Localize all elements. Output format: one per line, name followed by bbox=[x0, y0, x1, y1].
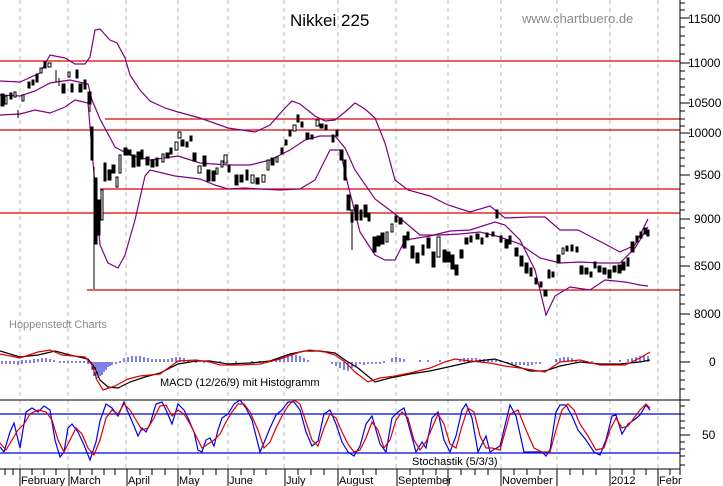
support-resistance-lines bbox=[0, 60, 680, 291]
y-tick-label: 8500 bbox=[694, 259, 721, 273]
month-label: April bbox=[128, 475, 150, 486]
month-label: July bbox=[286, 475, 306, 486]
month-label: November bbox=[502, 475, 553, 486]
y-tick-label: 9500 bbox=[694, 168, 721, 182]
y-tick-label: 11000 bbox=[688, 56, 721, 70]
candlesticks bbox=[0, 61, 650, 297]
y-tick-label: 50 bbox=[702, 428, 716, 442]
month-label: February bbox=[21, 475, 66, 486]
month-label: September bbox=[398, 475, 452, 486]
y-tick-label: 9000 bbox=[694, 212, 721, 226]
upper-band bbox=[0, 28, 649, 253]
macd-label: MACD (12/26/9) mit Histogramm bbox=[160, 377, 320, 389]
month-label: June bbox=[229, 475, 253, 486]
y-tick-label: 10000 bbox=[688, 126, 722, 140]
stoch-d bbox=[0, 399, 651, 457]
y-tick-label: 10500 bbox=[688, 96, 722, 110]
macd-histogram bbox=[1, 355, 649, 379]
stochastic-panel: Stochastik (5/3/3) bbox=[0, 399, 680, 468]
month-label: Febr bbox=[659, 475, 682, 486]
month-label: March bbox=[70, 475, 101, 486]
source-label: Hoppenstedt Charts bbox=[9, 319, 107, 331]
month-label: 2012 bbox=[611, 475, 635, 486]
grid-lines bbox=[19, 0, 659, 469]
month-label: May bbox=[179, 475, 200, 486]
watermark: www.chartbuero.de bbox=[521, 11, 633, 26]
bollinger-bands bbox=[0, 28, 649, 317]
x-axis-ticks bbox=[4, 469, 671, 486]
y-tick-label: 8000 bbox=[694, 307, 721, 321]
y-tick-label: 0 bbox=[709, 355, 716, 369]
chart-title: Nikkei 225 bbox=[290, 11, 369, 30]
stochastic-label: Stochastik (5/3/3) bbox=[412, 456, 498, 468]
y-axis: 11500 11000 10500 10000 9500 9000 8500 8… bbox=[679, 0, 722, 475]
month-label: August bbox=[339, 475, 373, 486]
macd-panel: MACD (12/26/9) mit Histogramm bbox=[0, 349, 651, 391]
stoch-k bbox=[0, 399, 651, 462]
x-axis-labels: February March April May June July Augus… bbox=[21, 475, 682, 486]
middle-band bbox=[0, 79, 649, 264]
y-tick-label: 11500 bbox=[688, 12, 721, 26]
macd-signal bbox=[0, 349, 651, 391]
